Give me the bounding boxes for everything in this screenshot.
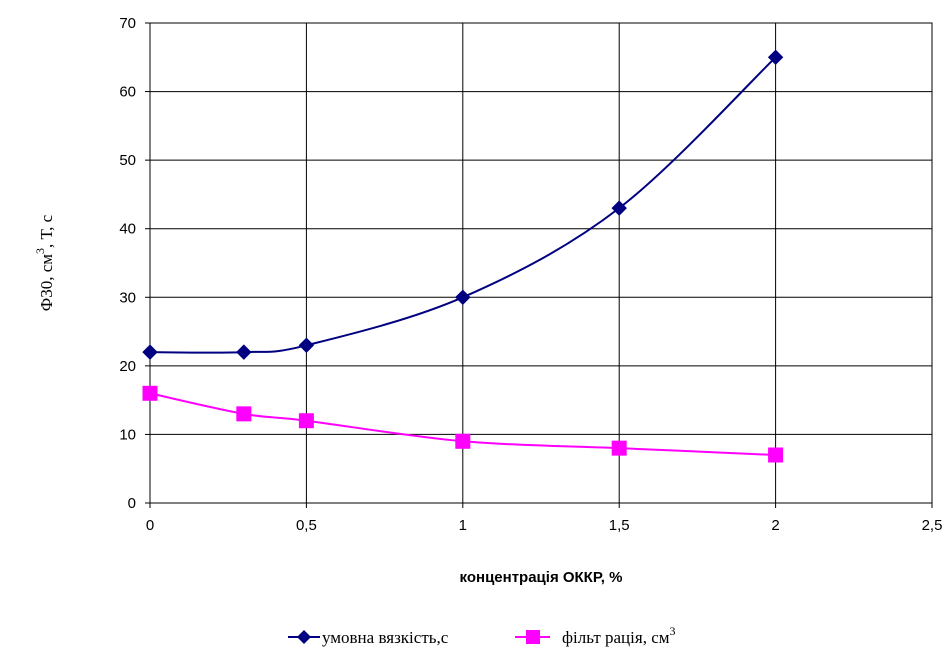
y-axis-label: Ф30, см3, Т, с <box>33 214 56 311</box>
legend-marker-square <box>526 630 540 644</box>
data-point-diamond <box>455 289 471 305</box>
legend-item-viscosity: умовна вязкість,с <box>288 628 449 647</box>
x-tick-label: 0 <box>146 517 154 534</box>
y-tick-label: 0 <box>128 495 136 512</box>
data-point-diamond <box>236 344 252 360</box>
x-tick-label: 1,5 <box>609 517 630 534</box>
data-point-diamond <box>767 49 784 65</box>
x-axis-label: концентрація ОККР, % <box>460 569 623 586</box>
y-tick-label: 50 <box>119 152 136 169</box>
data-point-diamond <box>142 344 158 360</box>
data-point-square <box>298 413 314 429</box>
grid <box>149 22 933 504</box>
data-point-square <box>768 447 784 463</box>
data-point-square <box>142 385 158 401</box>
legend-item-filtration: фільт рація, см3 <box>515 624 676 647</box>
y-axis-label-sup: 3 <box>33 248 47 254</box>
y-axis-label-part-2: , Т, с <box>37 214 56 248</box>
y-tick-label: 70 <box>119 15 136 32</box>
data-point-square <box>611 440 627 456</box>
x-tick-label: 1 <box>459 517 467 534</box>
legend-label-filtration: фільт рація, см3 <box>562 624 676 647</box>
legend-label-filtration-text: фільт рація, см <box>562 628 670 647</box>
x-tick-label: 2 <box>771 517 779 534</box>
y-tick-label: 30 <box>119 289 136 306</box>
x-tick-label: 0,5 <box>296 517 317 534</box>
data-point-square <box>455 433 471 449</box>
data-point-diamond <box>298 337 315 353</box>
y-tick-label: 20 <box>119 358 136 375</box>
legend-label-viscosity: умовна вязкість,с <box>322 628 449 647</box>
y-axis-label-part-1: Ф30, см <box>37 254 56 311</box>
legend-marker-diamond <box>297 630 311 644</box>
x-axis-ticks: 0 0,5 1 1,5 2 2,5 <box>146 503 943 534</box>
y-axis-ticks: 0 10 20 30 40 50 60 70 <box>119 15 150 512</box>
series <box>142 49 784 463</box>
plot-area-frame <box>149 22 933 504</box>
y-tick-label: 10 <box>119 426 136 443</box>
legend-label-filtration-sup: 3 <box>670 624 676 638</box>
legend: умовна вязкість,с фільт рація, см3 <box>288 624 676 647</box>
y-tick-label: 40 <box>119 221 136 238</box>
x-tick-label: 2,5 <box>922 517 943 534</box>
data-point-diamond <box>611 200 627 216</box>
y-tick-label: 60 <box>119 84 136 101</box>
data-point-square <box>236 406 252 422</box>
